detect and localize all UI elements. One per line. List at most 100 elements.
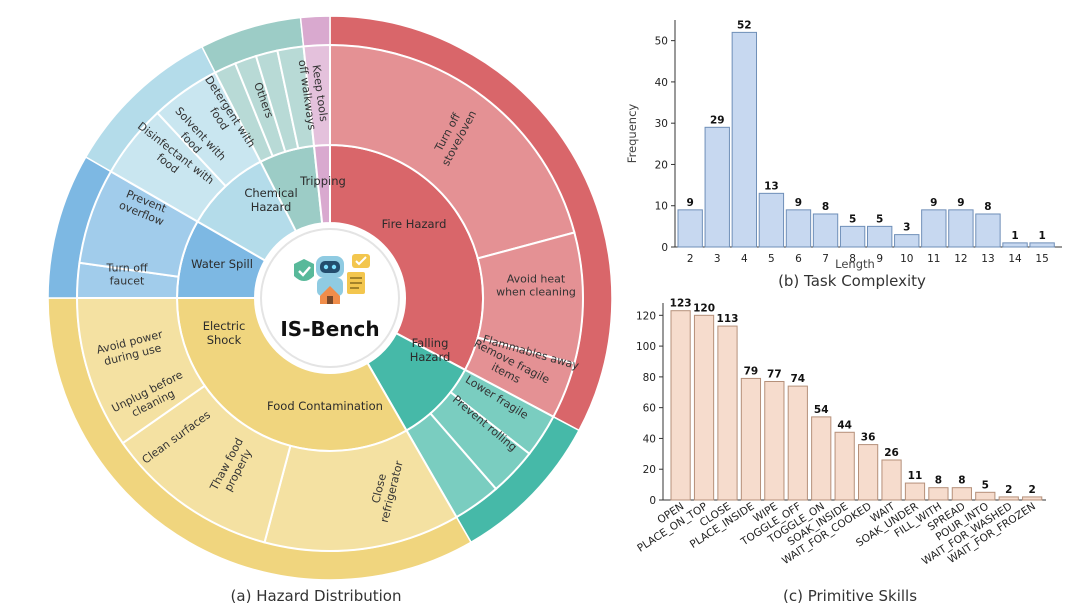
center-label: IS-Bench xyxy=(280,317,379,341)
primitive-skills-chart: 020406080100120123OPEN120PLACE_ON_TOP113… xyxy=(635,298,1046,568)
data-label: 5 xyxy=(849,213,856,225)
data-label: 5 xyxy=(982,479,989,491)
x-tick-label: 13 xyxy=(981,253,994,265)
category-label: Chemical xyxy=(244,186,297,200)
category-label: Electric xyxy=(203,319,246,333)
bar xyxy=(867,225,893,248)
bar xyxy=(1022,496,1043,501)
x-tick-label: 10 xyxy=(900,253,913,265)
data-label: 2 xyxy=(1029,484,1036,496)
category-label: Food Contamination xyxy=(267,399,383,413)
data-label: 36 xyxy=(861,432,876,444)
y-tick-label: 120 xyxy=(636,310,656,322)
bar xyxy=(948,209,974,248)
bar xyxy=(881,459,902,501)
x-tick-label: 11 xyxy=(927,253,940,265)
bar xyxy=(975,491,996,501)
bar xyxy=(785,209,812,248)
category-label: Fire Hazard xyxy=(382,217,447,231)
y-tick-label: 100 xyxy=(636,341,656,353)
y-tick-label: 80 xyxy=(643,372,656,384)
bar xyxy=(894,234,920,248)
category-label: Hazard xyxy=(251,200,292,214)
data-label: 9 xyxy=(687,197,694,209)
bar xyxy=(1029,242,1055,248)
bar xyxy=(811,416,832,501)
x-tick-label: 3 xyxy=(714,253,721,265)
subcategory-slice xyxy=(329,43,576,260)
data-label: 1 xyxy=(1038,230,1045,242)
bar xyxy=(670,310,691,501)
y-tick-label: 0 xyxy=(649,495,656,507)
data-label: 5 xyxy=(876,213,883,225)
caption-a: (a) Hazard Distribution xyxy=(231,587,402,604)
bar xyxy=(998,496,1019,501)
bar xyxy=(758,192,785,248)
bar xyxy=(839,225,866,248)
subcategory-label: Avoid heat when cleaning xyxy=(496,273,576,299)
x-tick-label: 6 xyxy=(795,253,802,265)
y-tick-label: 40 xyxy=(643,433,656,445)
bar xyxy=(928,487,949,501)
bar xyxy=(740,377,762,501)
data-label: 113 xyxy=(717,313,739,325)
bar xyxy=(693,314,715,501)
x-tick-label: 14 xyxy=(1008,253,1022,265)
task-complexity-chart: 0102030405092293524135968758593109119128… xyxy=(625,19,1062,271)
data-label: 3 xyxy=(903,222,910,234)
x-tick-label: 8 xyxy=(849,253,856,265)
data-label: 26 xyxy=(884,447,899,459)
bar xyxy=(951,487,972,501)
y-tick-label: 0 xyxy=(661,242,668,254)
bar xyxy=(812,213,839,248)
y-tick-label: 20 xyxy=(655,159,668,171)
y-axis-label: Frequency xyxy=(625,104,639,164)
bar xyxy=(921,209,947,248)
data-label: 8 xyxy=(935,475,942,487)
subcategory-slice xyxy=(302,43,331,147)
x-tick-label: 9 xyxy=(876,253,883,265)
data-label: 54 xyxy=(814,404,829,416)
data-label: 1 xyxy=(1011,230,1018,242)
bar xyxy=(1002,242,1028,248)
bar xyxy=(731,31,758,248)
x-tick-label: 12 xyxy=(954,253,967,265)
x-axis-label: Length xyxy=(835,257,875,271)
x-tick-label: 4 xyxy=(741,253,748,265)
y-tick-label: 60 xyxy=(643,403,656,415)
data-label: 2 xyxy=(1005,484,1012,496)
y-tick-label: 30 xyxy=(655,118,668,130)
category-label: Tripping xyxy=(299,174,346,188)
robot-logo-icon xyxy=(294,254,370,304)
data-label: 29 xyxy=(710,114,725,126)
data-label: 13 xyxy=(764,180,779,192)
bar xyxy=(677,209,703,248)
y-tick-label: 10 xyxy=(655,201,668,213)
subcategory-text: Turn off faucet xyxy=(105,262,148,288)
bar xyxy=(904,482,926,501)
data-label: 79 xyxy=(744,365,759,377)
data-label: 8 xyxy=(958,475,965,487)
x-tick-label: 7 xyxy=(822,253,829,265)
bar xyxy=(975,213,1001,248)
bar xyxy=(764,380,785,501)
data-label: 9 xyxy=(795,197,802,209)
category-label: Shock xyxy=(207,333,242,347)
data-label: 44 xyxy=(837,419,852,431)
x-tick-label: 2 xyxy=(687,253,694,265)
caption-c: (c) Primitive Skills xyxy=(783,587,917,604)
category-label: Falling xyxy=(412,336,449,350)
data-label: 8 xyxy=(822,201,829,213)
y-tick-label: 40 xyxy=(655,77,668,89)
bar xyxy=(704,126,730,248)
caption-b: (b) Task Complexity xyxy=(778,272,926,290)
x-tick-label: 15 xyxy=(1035,253,1048,265)
data-label: 123 xyxy=(670,298,692,310)
x-tick-label: 5 xyxy=(768,253,775,265)
bar xyxy=(858,444,879,501)
subcategory-text: Avoid heat when cleaning xyxy=(496,273,576,299)
category-label: Hazard xyxy=(410,350,451,364)
data-label: 52 xyxy=(737,19,752,31)
bar xyxy=(717,325,738,501)
